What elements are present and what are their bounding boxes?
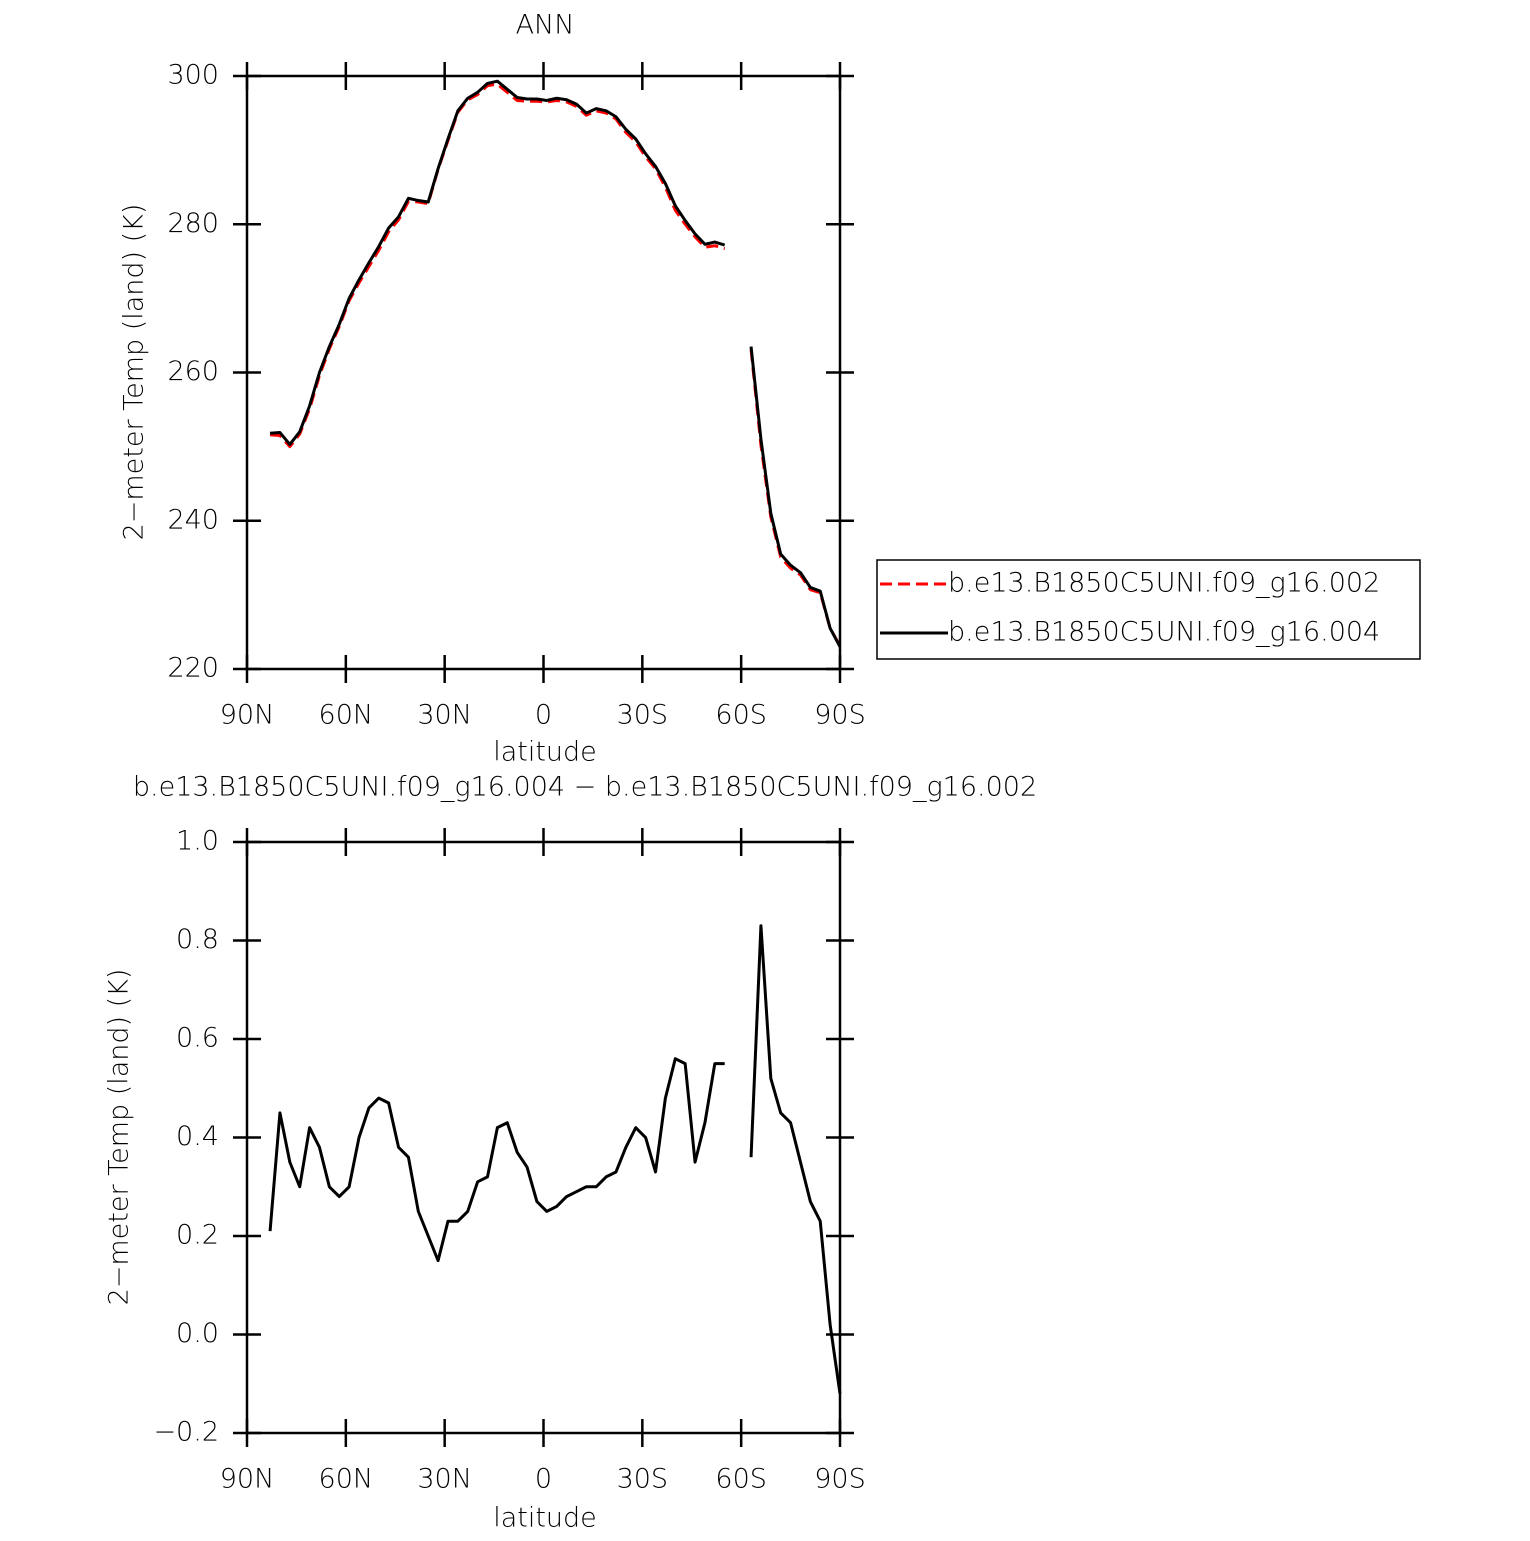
x-tick-label: 90S xyxy=(814,1464,866,1495)
legend-box xyxy=(876,559,1421,660)
y-tick-label: 240 xyxy=(167,504,219,535)
series-line xyxy=(268,924,842,1394)
y-tick-label: 0.8 xyxy=(176,924,219,955)
y-tick-label: 0.2 xyxy=(176,1220,219,1251)
x-tick-label: 0 xyxy=(535,700,552,731)
x-tick-label: 60S xyxy=(715,700,767,731)
chart-title: ANN xyxy=(516,10,575,41)
x-tick-label: 60S xyxy=(715,1464,767,1495)
x-tick-label: 30N xyxy=(417,700,472,731)
x-tick-label: 90N xyxy=(220,700,275,731)
x-tick-label: 30S xyxy=(617,1464,669,1495)
chart-title: b.e13.B1850C5UNI.f09_g16.004 − b.e13.B18… xyxy=(133,772,1037,803)
y-tick-label: −0.2 xyxy=(153,1417,219,1448)
x-tick-label: 30N xyxy=(417,1464,472,1495)
legend-label: b.e13.B1850C5UNI.f09_g16.002 xyxy=(948,568,1380,599)
x-axis-label: latitude xyxy=(493,1503,597,1534)
x-tick-label: 0 xyxy=(535,1464,552,1495)
x-tick-label: 90N xyxy=(220,1464,275,1495)
y-tick-label: 280 xyxy=(167,208,219,239)
y-tick-label: 0.4 xyxy=(176,1121,219,1152)
y-tick-label: 220 xyxy=(167,653,219,684)
x-axis-label: latitude xyxy=(493,737,597,768)
x-tick-label: 60N xyxy=(319,1464,374,1495)
y-tick-label: 300 xyxy=(167,60,219,91)
x-tick-label: 90S xyxy=(814,700,866,731)
y-tick-label: 0.6 xyxy=(176,1023,219,1054)
legend-label: b.e13.B1850C5UNI.f09_g16.004 xyxy=(948,617,1380,648)
y-axis-label: 2−meter Temp (land) (K) xyxy=(119,204,150,541)
plot-frame xyxy=(245,74,842,671)
y-tick-label: 1.0 xyxy=(176,826,219,857)
x-tick-label: 30S xyxy=(617,700,669,731)
x-tick-label: 60N xyxy=(319,700,374,731)
y-axis-label: 2−meter Temp (land) (K) xyxy=(104,969,135,1306)
y-tick-label: 260 xyxy=(167,356,219,387)
y-tick-label: 0.0 xyxy=(176,1318,219,1349)
series-line xyxy=(269,79,842,648)
